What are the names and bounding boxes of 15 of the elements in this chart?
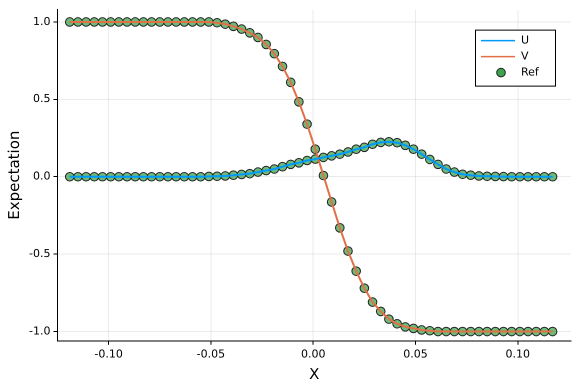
y-tick-label: 0.0 <box>32 170 50 183</box>
x-tick-label: -0.10 <box>94 347 123 360</box>
x-axis-title: X <box>309 364 320 383</box>
y-axis-title: Expectation <box>4 130 23 220</box>
x-tick-label: -0.05 <box>196 347 226 360</box>
y-tick-label: -1.0 <box>28 324 50 338</box>
x-tick-label: 0.10 <box>506 347 530 360</box>
x-tick-label: 0.00 <box>300 347 326 360</box>
x-tick-label: 0.05 <box>403 347 428 360</box>
legend-label: U <box>521 33 530 46</box>
legend-label: Ref <box>521 65 540 78</box>
legend-label: V <box>521 49 529 62</box>
y-tick-label: 1.0 <box>32 14 50 28</box>
y-tick-label: 0.5 <box>32 92 50 106</box>
y-tick-label: -0.5 <box>28 246 50 260</box>
